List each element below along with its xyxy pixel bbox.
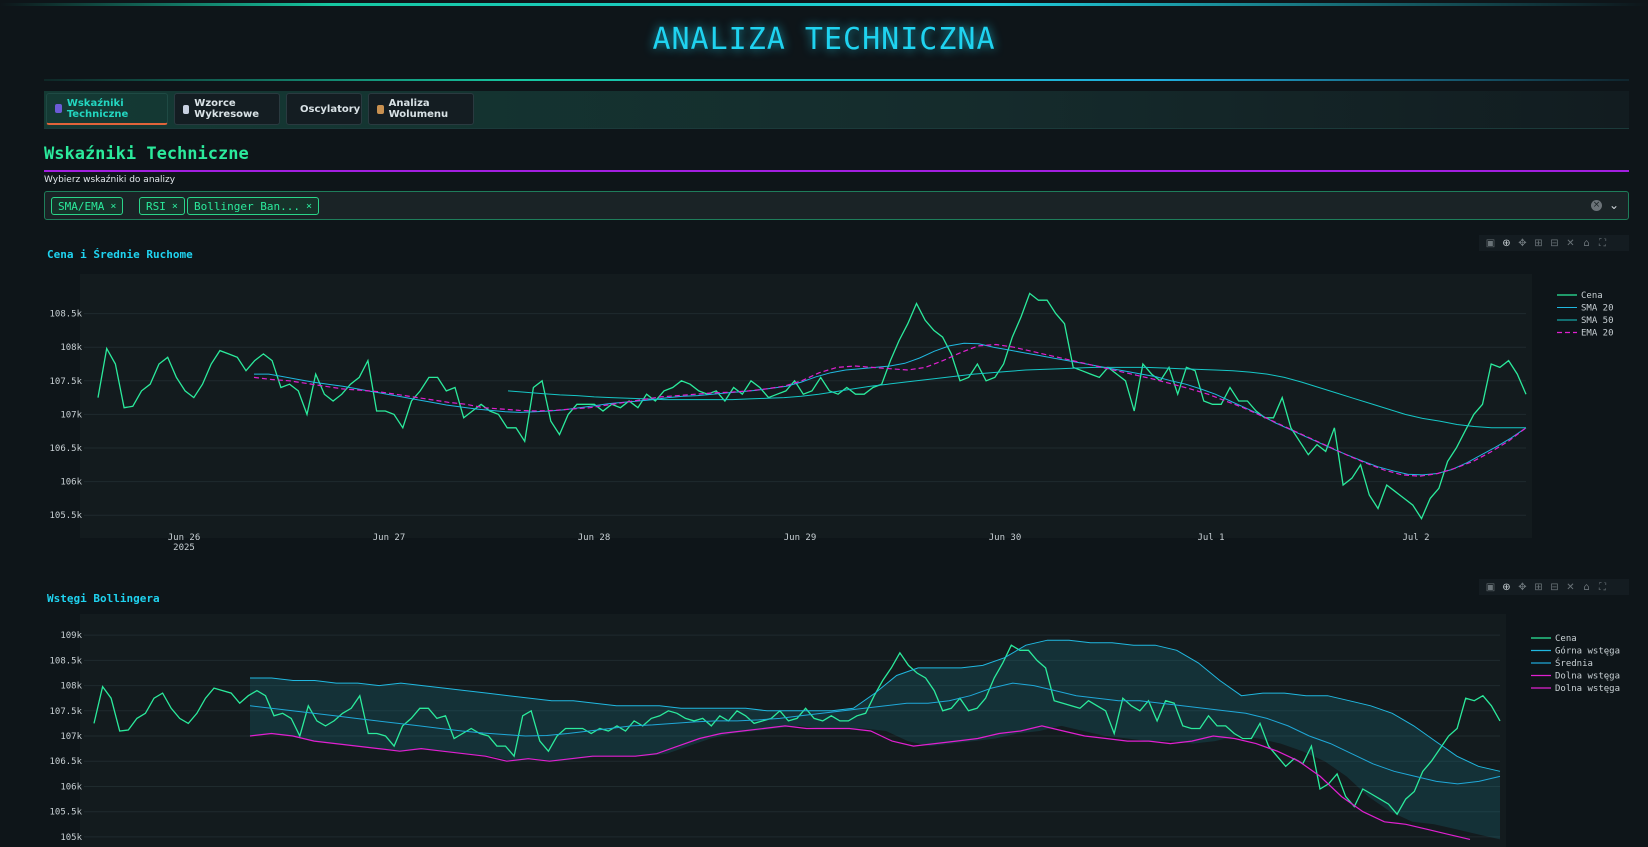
- chart1-y-tick: 105.5k: [49, 511, 82, 521]
- chart1-x-tick: Jun 28: [578, 533, 611, 543]
- chip-remove-icon[interactable]: ×: [305, 200, 312, 212]
- chart1-y-tick: 107k: [60, 410, 82, 420]
- page-title: ANALIZA TECHNICZNA: [652, 22, 996, 57]
- chart2-y-tick: 109k: [60, 631, 82, 641]
- chart1-legend-label: EMA 20: [1581, 329, 1614, 339]
- package-icon: [377, 104, 384, 114]
- tab-label: Oscylatory: [300, 103, 361, 115]
- tab-bar: Wskaźniki Techniczne Wzorce Wykresowe Os…: [44, 91, 1629, 129]
- chart2-y-tick: 106k: [60, 782, 82, 792]
- chart2-modebar: ▣ ⊕ ✥ ⊞ ⊟ ✕ ⌂ ⛶: [1479, 579, 1629, 595]
- clear-all-icon[interactable]: ×: [1591, 200, 1602, 211]
- chip-remove-icon[interactable]: ×: [171, 200, 178, 212]
- indicator-multiselect[interactable]: SMA/EMA × RSI × Bollinger Ban... × × ⌄: [44, 191, 1629, 220]
- chart2-y-tick: 108k: [60, 682, 82, 692]
- bar-chart-icon: [55, 104, 62, 113]
- chart1-x-tick: Jun 29: [784, 533, 817, 543]
- home-icon[interactable]: ⌂: [1583, 581, 1590, 593]
- chart1-svg[interactable]: 108.5k 108k 107.5k 107k 106.5k 106k 105.5k Jun …: [0, 270, 1648, 560]
- chart2-legend-label: Dolna wstęga: [1555, 672, 1620, 682]
- chart1-series-cena: [97, 292, 1527, 520]
- chart1-x-year: 2025: [173, 543, 195, 553]
- pan-icon[interactable]: ✥: [1518, 581, 1527, 593]
- chart1-y-tick: 107.5k: [49, 377, 82, 387]
- home-icon[interactable]: ⌂: [1583, 237, 1590, 249]
- zoom-out-icon[interactable]: ⊟: [1550, 581, 1559, 593]
- section-title: Wskaźniki Techniczne: [44, 144, 249, 164]
- chart2-title: Wstęgi Bollingera: [47, 592, 160, 605]
- chart1-y-tick: 108k: [60, 343, 82, 353]
- chip-label: SMA/EMA: [58, 199, 105, 213]
- chart2-series-srednia: [249, 682, 1501, 785]
- chip-remove-icon[interactable]: ×: [110, 200, 117, 212]
- chart1-series-ema-20: [253, 343, 1527, 477]
- indicator-select-label: Wybierz wskaźniki do analizy: [44, 175, 176, 185]
- chart1-x-tick: Jul 1: [1197, 533, 1224, 543]
- zoom-icon[interactable]: ⊕: [1502, 237, 1511, 249]
- top-accent-line: [0, 3, 1648, 6]
- chart1-plot-area: [80, 274, 1532, 538]
- chart1-modebar: ▣ ⊕ ✥ ⊞ ⊟ ✕ ⌂ ⛶: [1479, 235, 1629, 251]
- camera-icon[interactable]: ▣: [1485, 237, 1496, 249]
- chart2-plot-area: [80, 614, 1506, 847]
- chip-rsi[interactable]: RSI ×: [139, 197, 185, 215]
- chip-label: Bollinger Ban...: [194, 199, 300, 213]
- chart1-y-tick: 108.5k: [49, 310, 82, 320]
- chart2-band-fill: [250, 640, 1500, 840]
- chart1-x-tick: Jun 30: [989, 533, 1022, 543]
- chevron-down-icon[interactable]: ⌄: [1608, 198, 1619, 212]
- chart1-y-tick: 106.5k: [49, 444, 82, 454]
- chart1-series-sma-50: [507, 366, 1526, 429]
- chart1-legend-label: SMA 50: [1581, 316, 1614, 326]
- chart1-y-tick: 106k: [60, 478, 82, 488]
- tab-oscylatory[interactable]: Oscylatory: [286, 93, 362, 125]
- chart2-y-tick: 107k: [60, 732, 82, 742]
- chip-label: RSI: [146, 199, 166, 213]
- chart2-y-tick: 108.5k: [49, 656, 82, 666]
- tab-analiza-wolumenu[interactable]: Analiza Wolumenu: [368, 93, 474, 125]
- chart2-y-tick: 107.5k: [49, 707, 82, 717]
- tab-label: Analiza Wolumenu: [388, 98, 449, 120]
- chart2-series-gorna-wstega: [250, 639, 1501, 772]
- zoom-in-icon[interactable]: ⊞: [1534, 581, 1543, 593]
- chart1-x-tick: Jun 27: [373, 533, 406, 543]
- chart1-legend-label: SMA 20: [1581, 304, 1614, 314]
- trend-chart-icon: [183, 104, 190, 114]
- chart1-series-sma-20: [254, 342, 1527, 476]
- autoscale-icon[interactable]: ✕: [1566, 581, 1575, 593]
- chart2-svg[interactable]: 109k 108.5k 108k 107.5k 107k 106.5k 106k 105.5k…: [0, 612, 1648, 847]
- fullscreen-icon[interactable]: ⛶: [1599, 581, 1606, 593]
- chart1-x-tick: Jun 26: [168, 533, 201, 543]
- tab-label: Wzorce Wykresowe: [194, 98, 260, 120]
- pan-icon[interactable]: ✥: [1518, 237, 1527, 249]
- chip-sma-ema[interactable]: SMA/EMA ×: [51, 197, 124, 215]
- section-divider: [44, 170, 1629, 172]
- zoom-in-icon[interactable]: ⊞: [1534, 237, 1543, 249]
- tab-wzorce-wykresowe[interactable]: Wzorce Wykresowe: [174, 93, 280, 125]
- tab-wskazniki-techniczne[interactable]: Wskaźniki Techniczne: [46, 93, 168, 125]
- fullscreen-icon[interactable]: ⛶: [1599, 237, 1606, 249]
- autoscale-icon[interactable]: ✕: [1566, 237, 1575, 249]
- chart2-legend-label: Cena: [1555, 634, 1577, 644]
- chart2-legend-label: Dolna wstęga: [1555, 684, 1620, 694]
- chart1-legend-label: Cena: [1581, 291, 1603, 301]
- chip-bollinger[interactable]: Bollinger Ban... ×: [187, 197, 319, 215]
- title-divider: [44, 79, 1629, 81]
- chart2-series-dolna-wstega: [249, 725, 1471, 840]
- chart1-title: Cena i Średnie Ruchome: [47, 248, 193, 261]
- chart1-x-tick: Jul 2: [1402, 533, 1429, 543]
- chart2-legend-label: Górna wstęga: [1555, 646, 1620, 657]
- camera-icon[interactable]: ▣: [1485, 581, 1496, 593]
- chart2-y-tick: 105.5k: [49, 808, 82, 818]
- zoom-out-icon[interactable]: ⊟: [1550, 237, 1559, 249]
- chart2-y-tick: 105k: [60, 833, 82, 843]
- chart2-y-tick: 106.5k: [49, 757, 82, 767]
- chart2-legend-label: Średnia: [1555, 657, 1593, 669]
- chart2-series-cena: [93, 644, 1501, 816]
- tab-label: Wskaźniki Techniczne: [66, 97, 129, 120]
- zoom-icon[interactable]: ⊕: [1502, 581, 1511, 593]
